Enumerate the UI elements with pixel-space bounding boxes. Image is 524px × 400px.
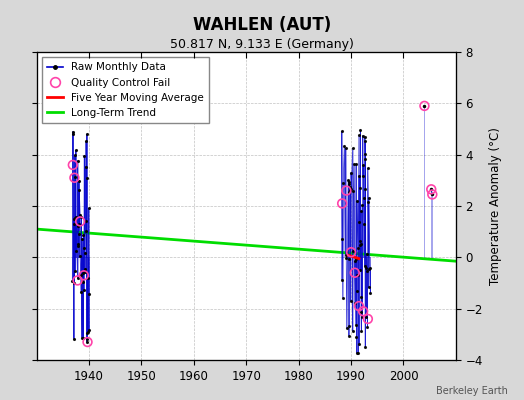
Point — [338, 200, 346, 207]
Point — [347, 249, 355, 256]
Point — [427, 186, 435, 192]
Text: 50.817 N, 9.133 E (Germany): 50.817 N, 9.133 E (Germany) — [170, 38, 354, 51]
Point — [359, 308, 367, 314]
Y-axis label: Temperature Anomaly (°C): Temperature Anomaly (°C) — [488, 127, 501, 285]
Point — [76, 218, 84, 225]
Point — [342, 187, 351, 194]
Point — [364, 316, 372, 322]
Text: WAHLEN (AUT): WAHLEN (AUT) — [193, 16, 331, 34]
Point — [69, 162, 77, 168]
Point — [420, 103, 429, 109]
Text: Berkeley Earth: Berkeley Earth — [436, 386, 508, 396]
Point — [73, 277, 82, 284]
Point — [428, 191, 436, 198]
Point — [351, 270, 359, 276]
Point — [70, 174, 79, 181]
Point — [83, 339, 92, 345]
Point — [355, 303, 363, 309]
Point — [80, 272, 88, 278]
Legend: Raw Monthly Data, Quality Control Fail, Five Year Moving Average, Long-Term Tren: Raw Monthly Data, Quality Control Fail, … — [42, 57, 209, 123]
